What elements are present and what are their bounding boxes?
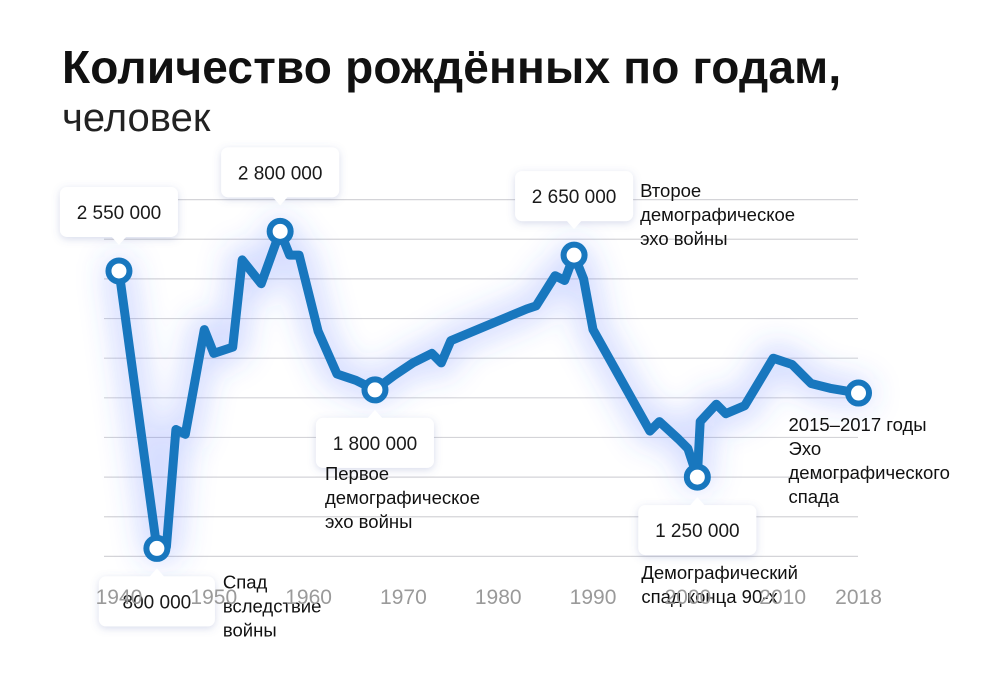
annotation-note-line: Демографический (641, 562, 798, 583)
value-bubble: 800 000 (98, 568, 215, 627)
bubble-pointer (148, 568, 165, 578)
annotation-notes: Спад вследствие войны Первое демографическое… (223, 180, 950, 640)
annotation-note-line: Второе (640, 180, 701, 201)
bubble-box (638, 505, 757, 556)
chart-subtitle: человек (62, 96, 211, 140)
x-tick-label: 1970 (380, 586, 427, 609)
x-tick-label: 1960 (285, 586, 332, 609)
bubble-box (515, 171, 634, 222)
bubble-value-label: 2 550 000 (77, 203, 162, 224)
highlight-marker (683, 463, 711, 491)
highlight-marker (361, 376, 389, 404)
highlight-markers (105, 217, 873, 562)
x-axis-ticks: 1940 1950 1960 1970 1980 1990 2000 2010 2018 (96, 586, 882, 609)
annotation-note: Второе демографическое эхо войны (640, 180, 795, 249)
annotation-note-line: войны (223, 619, 277, 640)
x-tick-label: 2000 (664, 586, 711, 609)
x-tick-label: 1950 (190, 586, 237, 609)
highlight-marker (105, 257, 133, 285)
highlight-marker (143, 534, 171, 562)
value-bubble: 1 800 000 (315, 409, 434, 468)
annotation-note-line: спада (789, 486, 840, 507)
bubble-pointer (689, 497, 706, 507)
bubble-value-label: 1 250 000 (655, 521, 740, 542)
value-bubble: 1 250 000 (638, 497, 757, 556)
bubble-pointer (110, 235, 127, 245)
highlight-marker (845, 379, 873, 407)
bubble-box (315, 417, 434, 468)
bubble-box (59, 186, 178, 237)
bubble-value-label: 2 800 000 (238, 163, 323, 184)
annotation-note-line: Эхо (789, 438, 822, 459)
series-line (114, 226, 863, 553)
annotation-note: Первое демографическое эхо войны (325, 463, 480, 532)
annotation-note: Спад вследствие войны (223, 571, 322, 640)
highlight-marker (560, 241, 588, 269)
x-tick-label: 1980 (475, 586, 522, 609)
annotation-note: 2015–2017 годы Эхо демографического спада (789, 414, 950, 507)
bubble-box (98, 576, 215, 627)
series-line-group (114, 226, 863, 553)
x-tick-label: 1990 (570, 586, 617, 609)
bubble-pointer (366, 409, 383, 419)
annotation-note-line: вследствие (223, 595, 322, 616)
annotation-note-line: демографического (789, 462, 950, 483)
bubble-value-label: 800 000 (123, 592, 192, 613)
annotation-note-line: Спад (223, 571, 268, 592)
chart-title-block: Количество рождённых по годам, человек (62, 40, 841, 142)
value-bubble: 2 800 000 (221, 147, 340, 206)
annotation-note-line: спад конца 90-х (641, 586, 778, 607)
annotation-note: Демографический спад конца 90-х (641, 562, 798, 607)
chart-title: Количество рождённых по годам, (62, 41, 842, 93)
annotation-note-line: 2015–2017 годы (789, 414, 927, 435)
value-bubble: 2 550 000 (59, 186, 178, 245)
value-bubbles: 2 550 000 800 000 2 800 000 1 800 000 2 650 … (59, 147, 757, 627)
annotation-note-line: эхо войны (325, 511, 412, 532)
annotation-note-line: демографическое (640, 204, 795, 225)
value-bubble: 2 650 000 (515, 171, 634, 230)
highlight-marker (266, 217, 294, 245)
x-tick-label: 2010 (759, 586, 806, 609)
bubble-value-label: 2 650 000 (532, 187, 617, 208)
x-tick-label: 2018 (835, 586, 882, 609)
bubble-box (221, 147, 340, 198)
x-tick-label: 1940 (96, 586, 143, 609)
annotation-note-line: демографическое (325, 487, 480, 508)
bubble-pointer (272, 196, 289, 206)
bubble-pointer (566, 220, 583, 230)
bubble-value-label: 1 800 000 (333, 434, 418, 455)
annotation-note-line: Первое (325, 463, 389, 484)
annotation-note-line: эхо войны (640, 228, 727, 249)
